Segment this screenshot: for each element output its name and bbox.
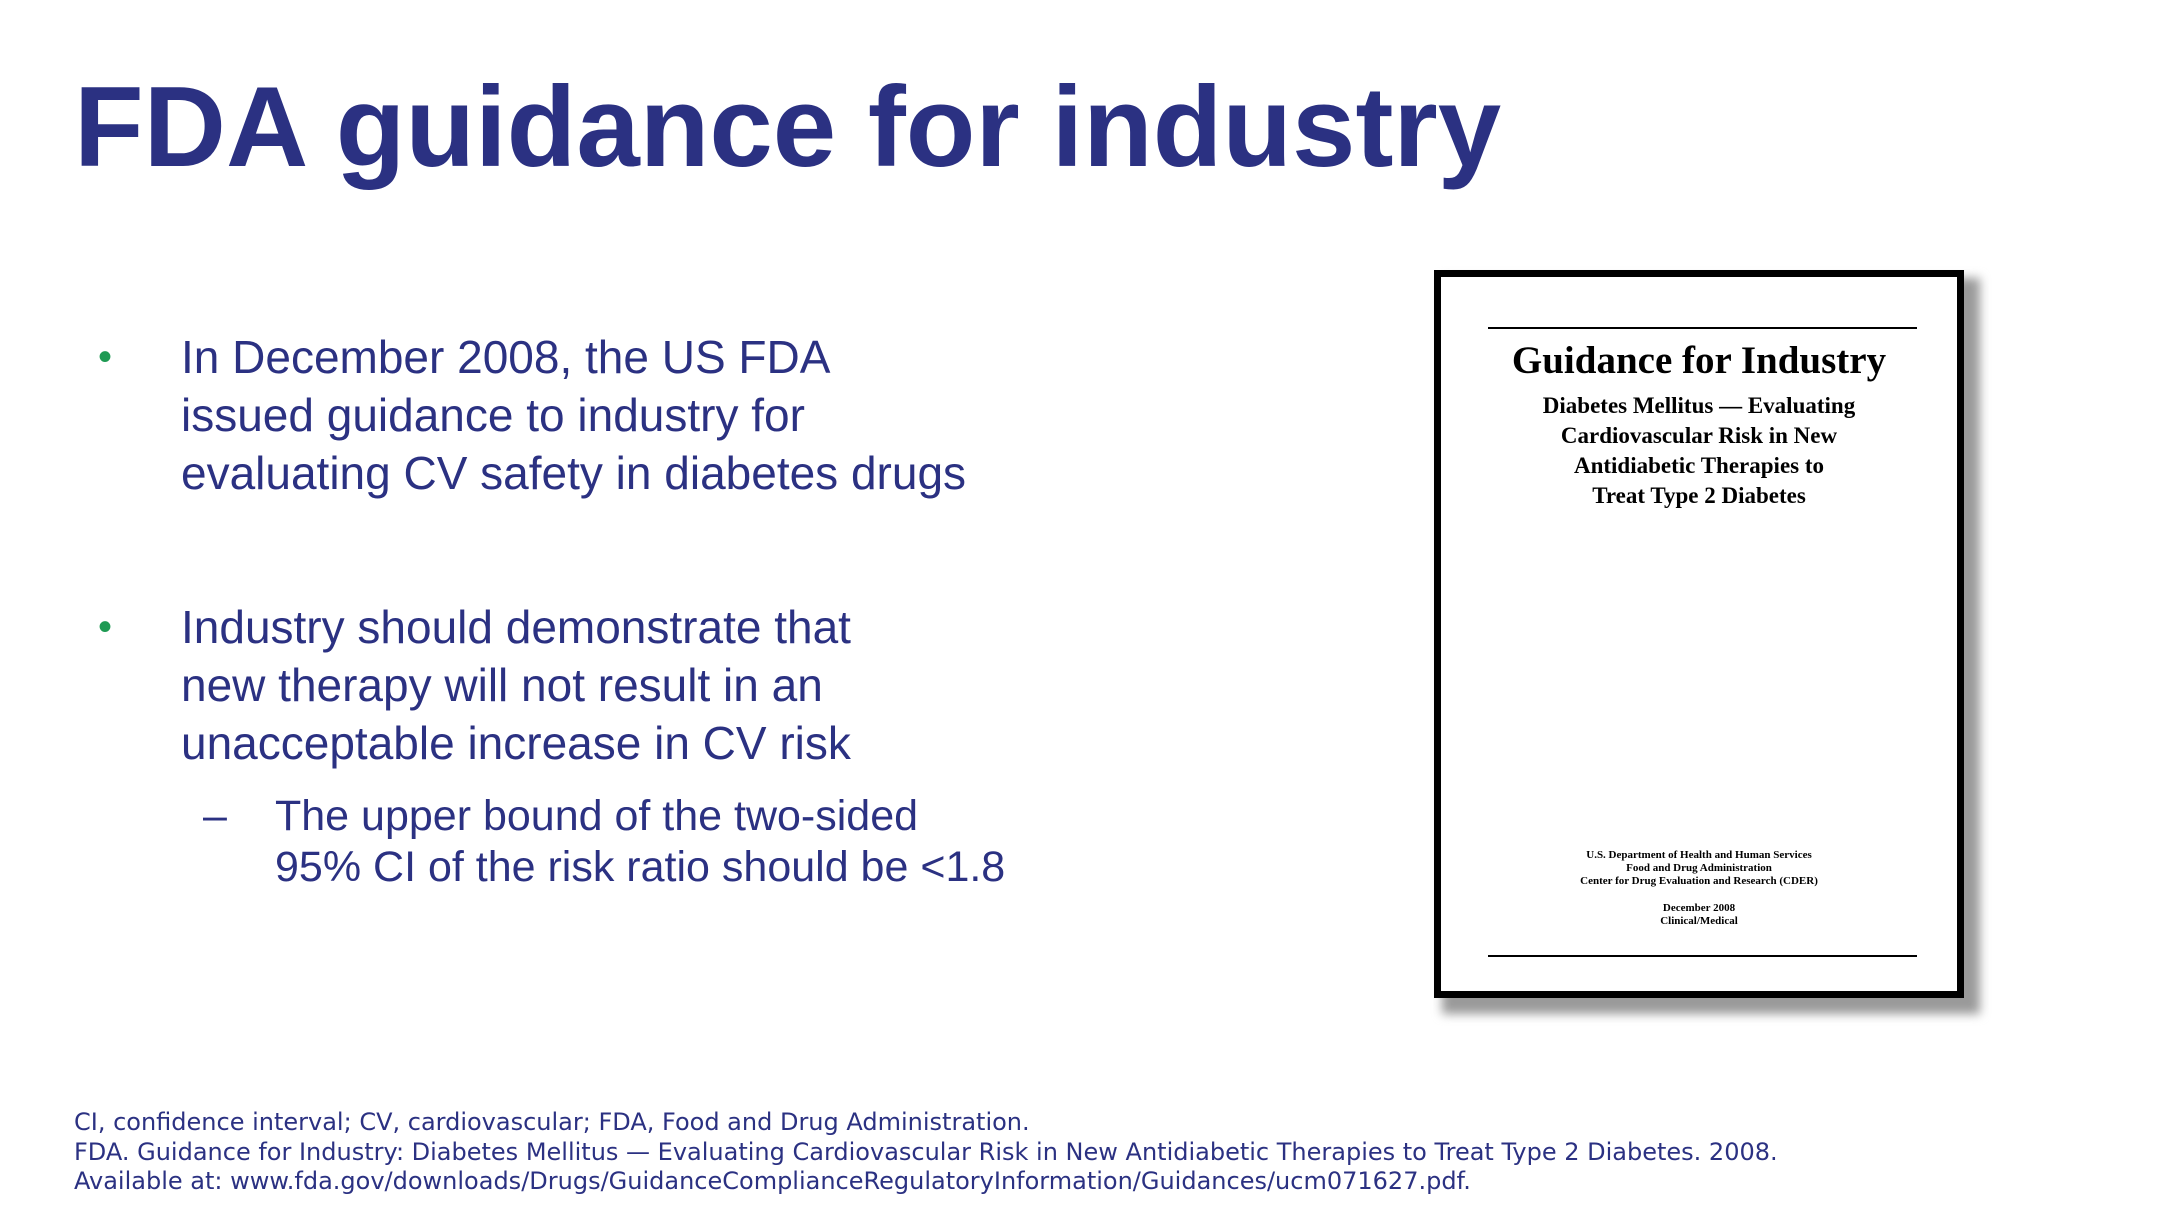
- footnote-abbreviations: CI, confidence interval; CV, cardiovascu…: [74, 1108, 1030, 1136]
- document-title: Guidance for Industry: [1511, 339, 1887, 382]
- document-bottom-rule: [1488, 955, 1917, 957]
- bullet-marker: •: [98, 335, 113, 379]
- document-subtitle: Diabetes Mellitus — Evaluating Cardiovas…: [1542, 393, 1856, 508]
- sub-bullet-marker: –: [203, 792, 227, 840]
- document-agency: U.S. Department of Health and Human Serv…: [1580, 849, 1818, 887]
- footnote-reference: FDA. Guidance for Industry: Diabetes Mel…: [74, 1137, 1778, 1166]
- bullet-marker: •: [98, 605, 113, 649]
- document-date: December 2008 Clinical/Medical: [1660, 902, 1738, 927]
- slide-title: FDA guidance for industry: [74, 64, 1502, 191]
- footnotes: CI, confidence interval; CV, cardiovascu…: [74, 1108, 1778, 1197]
- bullet-text: In December 2008, the US FDA issued guid…: [181, 331, 967, 499]
- bullet-text: Industry should demonstrate that new the…: [181, 601, 851, 769]
- guidance-document-cover: Guidance for Industry Diabetes Mellitus …: [1434, 270, 1964, 998]
- sub-bullet-text: The upper bound of the two-sided 95% CI …: [275, 792, 1006, 891]
- footnote-url: Available at: www.fda.gov/downloads/Drug…: [74, 1167, 1471, 1195]
- document-top-rule: [1488, 327, 1917, 329]
